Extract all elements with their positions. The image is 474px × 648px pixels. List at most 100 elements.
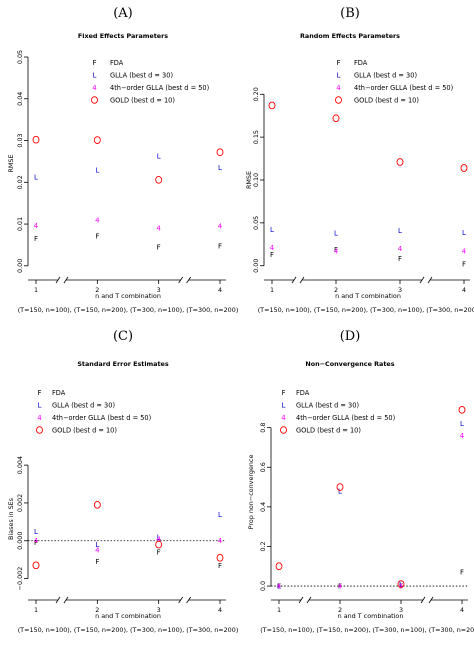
x-tick-label: 1 [270, 286, 274, 294]
legend-label: GOLD (best d = 10) [354, 97, 419, 105]
panel-letter: (A) [113, 6, 133, 21]
y-axis-label: Prop non−convergence [247, 455, 255, 530]
legend-marker: 4 [92, 84, 97, 92]
x-sublabel: (T=150, n=200), [314, 626, 370, 634]
legend-marker: 4 [37, 414, 42, 422]
x-tick-label: 3 [398, 286, 402, 294]
x-sublabel: (T=300, n=100), [128, 626, 184, 634]
data-point-gold [397, 580, 405, 588]
x-tick-label: 2 [95, 286, 99, 294]
legend-marker-gold [335, 96, 342, 104]
data-point-l: L [334, 230, 338, 238]
panel-title: Standard Error Estimates [77, 360, 169, 368]
data-point-gold [275, 562, 283, 571]
x-tick-label: 4 [460, 606, 464, 614]
data-point-4: 4 [218, 223, 223, 231]
data-point-4: 4 [462, 248, 467, 256]
axis-break [299, 276, 305, 284]
data-point-l: L [277, 583, 281, 591]
y-axis-label: RMSE [245, 171, 253, 189]
x-sublabels: (T=150, n=100), (T=150, n=200), (T=300, … [18, 626, 239, 634]
legend-label: 4th−order GLLA (best d = 50) [52, 414, 151, 422]
y-tick-label: 0.01 [16, 217, 24, 231]
x-sublabel: (T=300, n=200) [427, 626, 474, 634]
data-point-4: 4 [95, 547, 100, 555]
axis-break [427, 276, 433, 284]
data-point-4: 4 [270, 244, 275, 252]
x-tick-label: 1 [34, 286, 38, 294]
x-tick-label: 3 [399, 606, 403, 614]
data-point-f: F [334, 246, 338, 254]
data-point-f: F [157, 549, 161, 557]
x-axis-label: n and T combination [95, 292, 161, 300]
legend-marker: F [37, 389, 41, 397]
legend-marker: L [93, 72, 97, 80]
axis-break [55, 596, 61, 604]
y-tick-label: 0.02 [16, 175, 24, 189]
y-tick-label: 0.000 [16, 532, 24, 550]
data-point-gold [216, 553, 224, 562]
data-point-4: 4 [398, 245, 403, 253]
x-sublabel: (T=150, n=100), [260, 626, 314, 634]
data-point-gold [460, 164, 468, 172]
data-point-4: 4 [399, 583, 404, 591]
x-axis-label: n and T combination [338, 612, 404, 620]
data-point-gold [332, 114, 340, 123]
x-sublabel: (T=300, n=100), [368, 306, 424, 314]
data-point-l: L [398, 227, 402, 235]
panel-letter: (D) [340, 329, 361, 344]
data-point-l: L [218, 164, 222, 172]
x-axis-label: n and T combination [335, 292, 401, 300]
legend-marker: L [337, 72, 341, 80]
data-point-f: F [462, 261, 466, 269]
chart-panel-a: (A) Fixed Effects Parameters 0.00 0.01 0.02 0… [7, 6, 238, 314]
legend-label: FDA [354, 59, 368, 67]
y-tick-label: 0.002 [16, 494, 24, 512]
chart-panel-b: (B) Random Effects Parameters 0.00 0.05 0.10… [245, 6, 474, 314]
legend-marker: F [92, 59, 96, 67]
data-point-gold [155, 540, 163, 549]
x-sublabel: (T=150, n=200), [72, 306, 128, 314]
data-point-4: 4 [277, 583, 282, 591]
legend-marker-gold [36, 426, 43, 434]
panel-title: Random Effects Parameters [300, 32, 400, 40]
data-point-l: L [157, 533, 161, 541]
legend-marker: 4 [281, 414, 286, 422]
data-point-l: L [399, 581, 403, 589]
y-tick-label: 0.00 [16, 259, 24, 273]
x-tick-label: 2 [334, 286, 338, 294]
legend-marker: L [38, 402, 42, 410]
x-tick-label: 4 [218, 606, 222, 614]
x-tick-label: 3 [157, 286, 161, 294]
data-point-gold [336, 483, 344, 491]
data-point-4: 4 [156, 225, 161, 233]
legend-marker-gold [280, 426, 287, 434]
data-point-gold [93, 136, 101, 144]
y-tick-label: 0.8 [259, 423, 267, 433]
x-tick-label: 4 [462, 286, 466, 294]
x-sublabels: (T=150, n=100), (T=150, n=200), (T=300, … [258, 306, 474, 314]
x-sublabel: (T=300, n=100), [128, 306, 184, 314]
axis-break [63, 276, 69, 284]
data-point-gold [155, 175, 163, 184]
chart-panel-c: (C) Standard Error Estimates −0.002 0.000 0.… [7, 329, 238, 634]
x-tick-label: 1 [34, 606, 38, 614]
x-tick-label: 4 [218, 286, 222, 294]
legend-label: 4th−order GLLA (best d = 50) [296, 414, 395, 422]
axis-break [420, 596, 426, 604]
axis-break [298, 596, 304, 604]
x-sublabel: (T=150, n=100), [258, 306, 312, 314]
legend-label: FDA [110, 59, 124, 67]
x-sublabel: (T=150, n=200), [72, 626, 128, 634]
legend-label: GOLD (best d = 10) [52, 427, 117, 435]
data-point-l: L [34, 173, 38, 181]
legend-label: 4th−order GLLA (best d = 50) [354, 84, 453, 92]
axis-break [63, 596, 69, 604]
legend-label: 4th−order GLLA (best d = 50) [110, 84, 209, 92]
axis-break [306, 596, 312, 604]
data-point-l: L [34, 528, 38, 536]
data-point-gold [93, 500, 101, 509]
legend-label: GOLD (best d = 10) [110, 97, 175, 105]
y-tick-label: 0.00 [252, 259, 260, 273]
data-point-f: F [157, 244, 161, 252]
